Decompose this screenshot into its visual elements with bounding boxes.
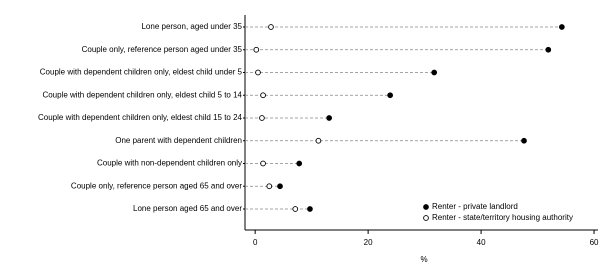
dot [259, 115, 265, 121]
dot [545, 46, 552, 53]
dot [266, 183, 273, 190]
dot [431, 69, 438, 76]
dot [307, 206, 313, 212]
y-tick-label: One parent with dependent children [115, 136, 242, 145]
legend-label: Renter - state/territory housing authori… [432, 213, 573, 222]
dot [559, 24, 565, 30]
x-tick-label: 0 [253, 238, 258, 247]
y-tick-label: Couple only, reference person aged under… [82, 45, 243, 54]
y-tick-label: Couple only, reference person aged 65 an… [71, 181, 242, 190]
x-axis-label: % [420, 255, 427, 264]
x-tick-label: 40 [477, 238, 486, 247]
dot [292, 206, 299, 212]
dot [268, 24, 274, 30]
dot [253, 46, 260, 53]
x-tick-label: 20 [364, 238, 373, 247]
dot [260, 92, 266, 99]
y-tick-label: Couple with dependent children only, eld… [42, 90, 242, 99]
dot [260, 160, 266, 167]
dot [315, 137, 322, 144]
dot [326, 115, 333, 121]
y-tick-label: Lone person, aged under 35 [141, 22, 242, 31]
dot [277, 183, 283, 190]
legend-marker [423, 215, 429, 221]
y-tick-label: Couple with dependent children only, eld… [38, 113, 243, 122]
dot [387, 92, 394, 99]
y-tick-label: Couple with non-dependent children only [97, 159, 242, 168]
dot [255, 69, 261, 76]
legend-marker [423, 204, 429, 210]
y-tick-label: Lone person aged 65 and over [133, 204, 242, 213]
y-tick-label: Couple with dependent children only, eld… [40, 68, 243, 77]
x-tick-label: 60 [590, 238, 599, 247]
dot [296, 160, 303, 167]
legend-label: Renter - private landlord [432, 202, 518, 211]
dot [521, 137, 527, 144]
